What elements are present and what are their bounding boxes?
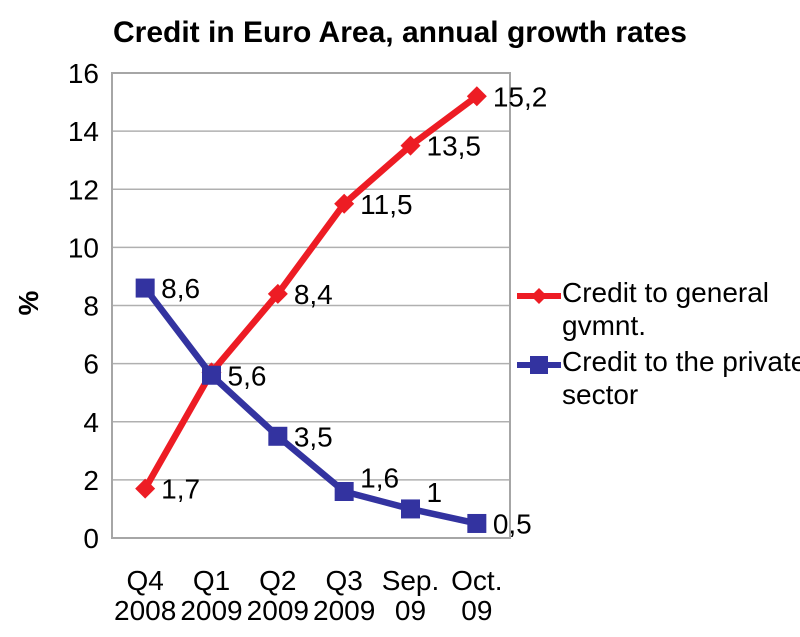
data-label: 8,4 <box>294 279 333 310</box>
x-axis-tick-label: Q2 2009 <box>247 565 309 626</box>
data-label: 11,5 <box>360 189 412 220</box>
data-label: 1,7 <box>161 474 200 505</box>
y-axis-tick-label: 8 <box>83 291 99 322</box>
data-point-marker-square <box>135 278 155 298</box>
y-axis-tick-label: 10 <box>68 232 99 263</box>
data-point-marker-square <box>268 426 288 446</box>
legend-label-line: gvmnt. <box>562 310 647 341</box>
data-label: 0,5 <box>493 508 532 539</box>
y-axis-tick-label: 0 <box>83 523 99 554</box>
legend-label: Credit to general gvmnt. <box>562 276 769 342</box>
data-point-marker-diamond <box>400 135 421 156</box>
x-axis-tick-label: Q4 2008 <box>114 565 176 626</box>
legend-item-credit-private-sector: Credit to the private sector <box>516 345 800 411</box>
data-point-marker-square <box>401 499 420 519</box>
data-point-marker-diamond <box>267 283 288 304</box>
legend-marker-diamond-icon <box>517 288 561 304</box>
x-axis-tick-label: Oct. 09 <box>451 565 502 626</box>
y-axis-tick-label: 14 <box>68 116 99 147</box>
y-axis-tick-label: 12 <box>68 174 99 205</box>
data-label: 15,2 <box>493 81 548 112</box>
data-label: 3,5 <box>294 421 333 452</box>
data-label: 8,6 <box>161 273 200 304</box>
data-label: 1 <box>427 477 443 508</box>
chart-title: Credit in Euro Area, annual growth rates <box>113 16 687 49</box>
legend-label-line: Credit to the private <box>562 346 800 377</box>
series-line-1 <box>141 284 481 527</box>
legend-label: Credit to the private sector <box>562 345 800 411</box>
legend-item-credit-general-gvmnt: Credit to general gvmnt. <box>516 276 798 342</box>
data-point-marker-diamond <box>466 86 487 107</box>
series-line-0 <box>141 93 481 492</box>
data-label: 5,6 <box>228 360 267 391</box>
y-axis-tick-label: 16 <box>68 58 99 89</box>
x-axis-tick-label: Q1 2009 <box>180 565 242 626</box>
x-axis-tick-label: Q3 2009 <box>313 565 375 626</box>
y-axis-tick-label: 4 <box>83 407 99 438</box>
y-axis-tick-label: 6 <box>83 349 99 380</box>
legend-marker-square-icon <box>517 356 561 374</box>
data-label: 13,5 <box>427 131 482 162</box>
y-axis-tick-label: 2 <box>83 465 99 496</box>
data-point-marker-square <box>334 482 354 501</box>
data-label: 1,6 <box>360 463 399 494</box>
chart-legend: Credit to general gvmnt. Credit to the p… <box>516 276 800 414</box>
data-point-marker-diamond <box>334 193 355 214</box>
legend-label-line: Credit to general <box>562 277 770 308</box>
legend-label-line: sector <box>562 379 639 410</box>
plot-border <box>111 72 511 539</box>
data-point-marker-square <box>202 365 221 385</box>
y-axis-title: % <box>13 290 44 315</box>
data-point-marker-diamond <box>135 478 156 499</box>
data-point-marker-square <box>467 513 487 533</box>
x-axis-tick-label: Sep. 09 <box>382 565 440 626</box>
